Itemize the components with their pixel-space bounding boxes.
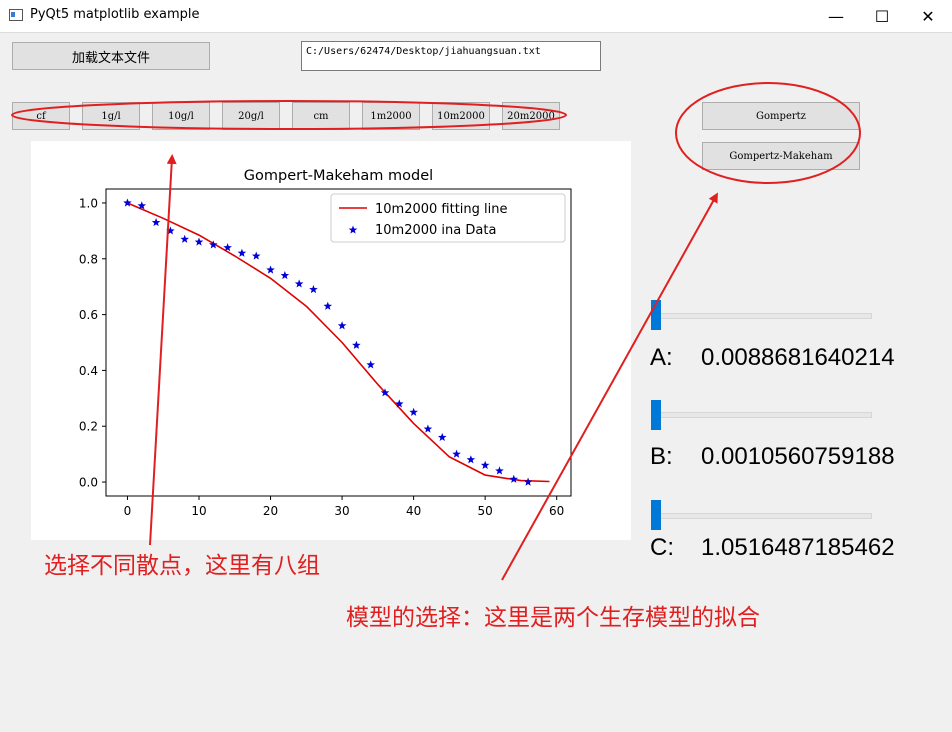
data-point [251, 251, 261, 260]
slider-a-track[interactable] [655, 313, 872, 319]
data-point [223, 243, 232, 252]
data-point [495, 466, 504, 475]
param-c-label: C: [650, 534, 674, 561]
x-tick-label: 60 [549, 504, 564, 518]
load-file-button[interactable]: 加载文本文件 [12, 42, 210, 70]
data-point [280, 271, 290, 280]
fit-line [127, 202, 550, 483]
y-tick-label: 0.6 [79, 308, 98, 322]
legend-star-swatch [348, 225, 358, 234]
model-button-gompertz[interactable]: Gompertz [702, 102, 860, 130]
dataset-button-10gl[interactable]: 10g/l [152, 102, 210, 130]
data-point [452, 449, 461, 458]
param-a-value: 0.0088681640214 [701, 344, 895, 371]
data-point [123, 198, 132, 207]
data-point [166, 226, 175, 235]
minimize-button[interactable]: — [828, 6, 844, 26]
data-point [395, 399, 404, 408]
data-point [309, 284, 318, 294]
slider-c-track[interactable] [655, 513, 872, 519]
data-point [151, 217, 161, 227]
data-point [194, 237, 204, 246]
x-tick-label: 0 [124, 504, 132, 518]
data-point [480, 460, 490, 469]
data-point [180, 234, 189, 243]
y-tick-label: 0.2 [79, 420, 98, 434]
y-tick-label: 0.0 [79, 476, 98, 490]
data-point [509, 474, 519, 483]
model-button-gompertz-makeham[interactable]: Gompertz-Makeham [702, 142, 860, 170]
data-point [523, 477, 533, 486]
dataset-button-10m2000[interactable]: 10m2000 [432, 102, 490, 130]
maximize-button[interactable]: ☐ [874, 6, 890, 26]
data-point [266, 265, 275, 274]
data-point [366, 360, 375, 369]
param-b-label: B: [650, 443, 673, 470]
slider-b-handle[interactable] [651, 400, 661, 430]
dataset-button-cf[interactable]: cf [12, 102, 70, 130]
plot-canvas: Gompert-Makeham model 0 10 20 30 40 50 60 0.0 0.2… [31, 141, 631, 540]
title-bar: PyQt5 matplotlib example — ☐ ✕ [0, 0, 952, 33]
file-path-field[interactable]: C:/Users/62474/Desktop/jiahuangsuan.txt [301, 41, 601, 71]
data-point [466, 455, 476, 464]
dataset-button-20m2000[interactable]: 20m2000 [502, 102, 560, 130]
x-tick-label: 30 [334, 504, 349, 518]
dataset-button-20gl[interactable]: 20g/l [222, 102, 280, 130]
x-tick-label: 10 [191, 504, 206, 518]
y-tick-label: 1.0 [79, 196, 98, 210]
x-tick-label: 50 [478, 504, 493, 518]
slider-c-handle[interactable] [651, 500, 661, 530]
legend-label-data: 10m2000 ina Data [375, 223, 496, 238]
app-icon [9, 9, 23, 21]
param-c-value: 1.0516487185462 [701, 534, 895, 561]
dataset-button-1gl[interactable]: 1g/l [82, 102, 140, 130]
data-point [352, 340, 361, 349]
y-tick-label: 0.8 [79, 252, 98, 266]
x-tick-label: 20 [263, 504, 278, 518]
data-point [437, 432, 447, 442]
legend-label-fit: 10m2000 fitting line [375, 202, 508, 217]
data-point [137, 201, 147, 210]
close-button[interactable]: ✕ [921, 6, 935, 26]
data-point [337, 321, 347, 330]
data-point [237, 248, 247, 257]
window-title: PyQt5 matplotlib example [30, 7, 200, 22]
data-point [423, 424, 433, 433]
data-point [380, 388, 390, 397]
param-b-value: 0.0010560759188 [701, 443, 895, 470]
slider-a-handle[interactable] [651, 300, 661, 330]
data-point [323, 301, 333, 310]
chart-title: Gompert-Makeham model [244, 168, 433, 184]
dataset-button-cm[interactable]: cm [292, 102, 350, 130]
y-tick-label: 0.4 [79, 364, 98, 378]
dataset-button-1m2000[interactable]: 1m2000 [362, 102, 420, 130]
x-tick-label: 40 [406, 504, 421, 518]
data-point [294, 279, 304, 288]
slider-b-track[interactable] [655, 412, 872, 418]
data-point [209, 240, 218, 249]
annotation-models: 模型的选择：这里是两个生存模型的拟合 [346, 605, 760, 631]
annotation-datasets: 选择不同散点，这里有八组 [44, 553, 320, 579]
data-point [409, 407, 418, 416]
chart: Gompert-Makeham model 0 10 20 30 40 50 60 0.0 0.2… [79, 168, 572, 518]
param-a-label: A: [650, 344, 673, 371]
